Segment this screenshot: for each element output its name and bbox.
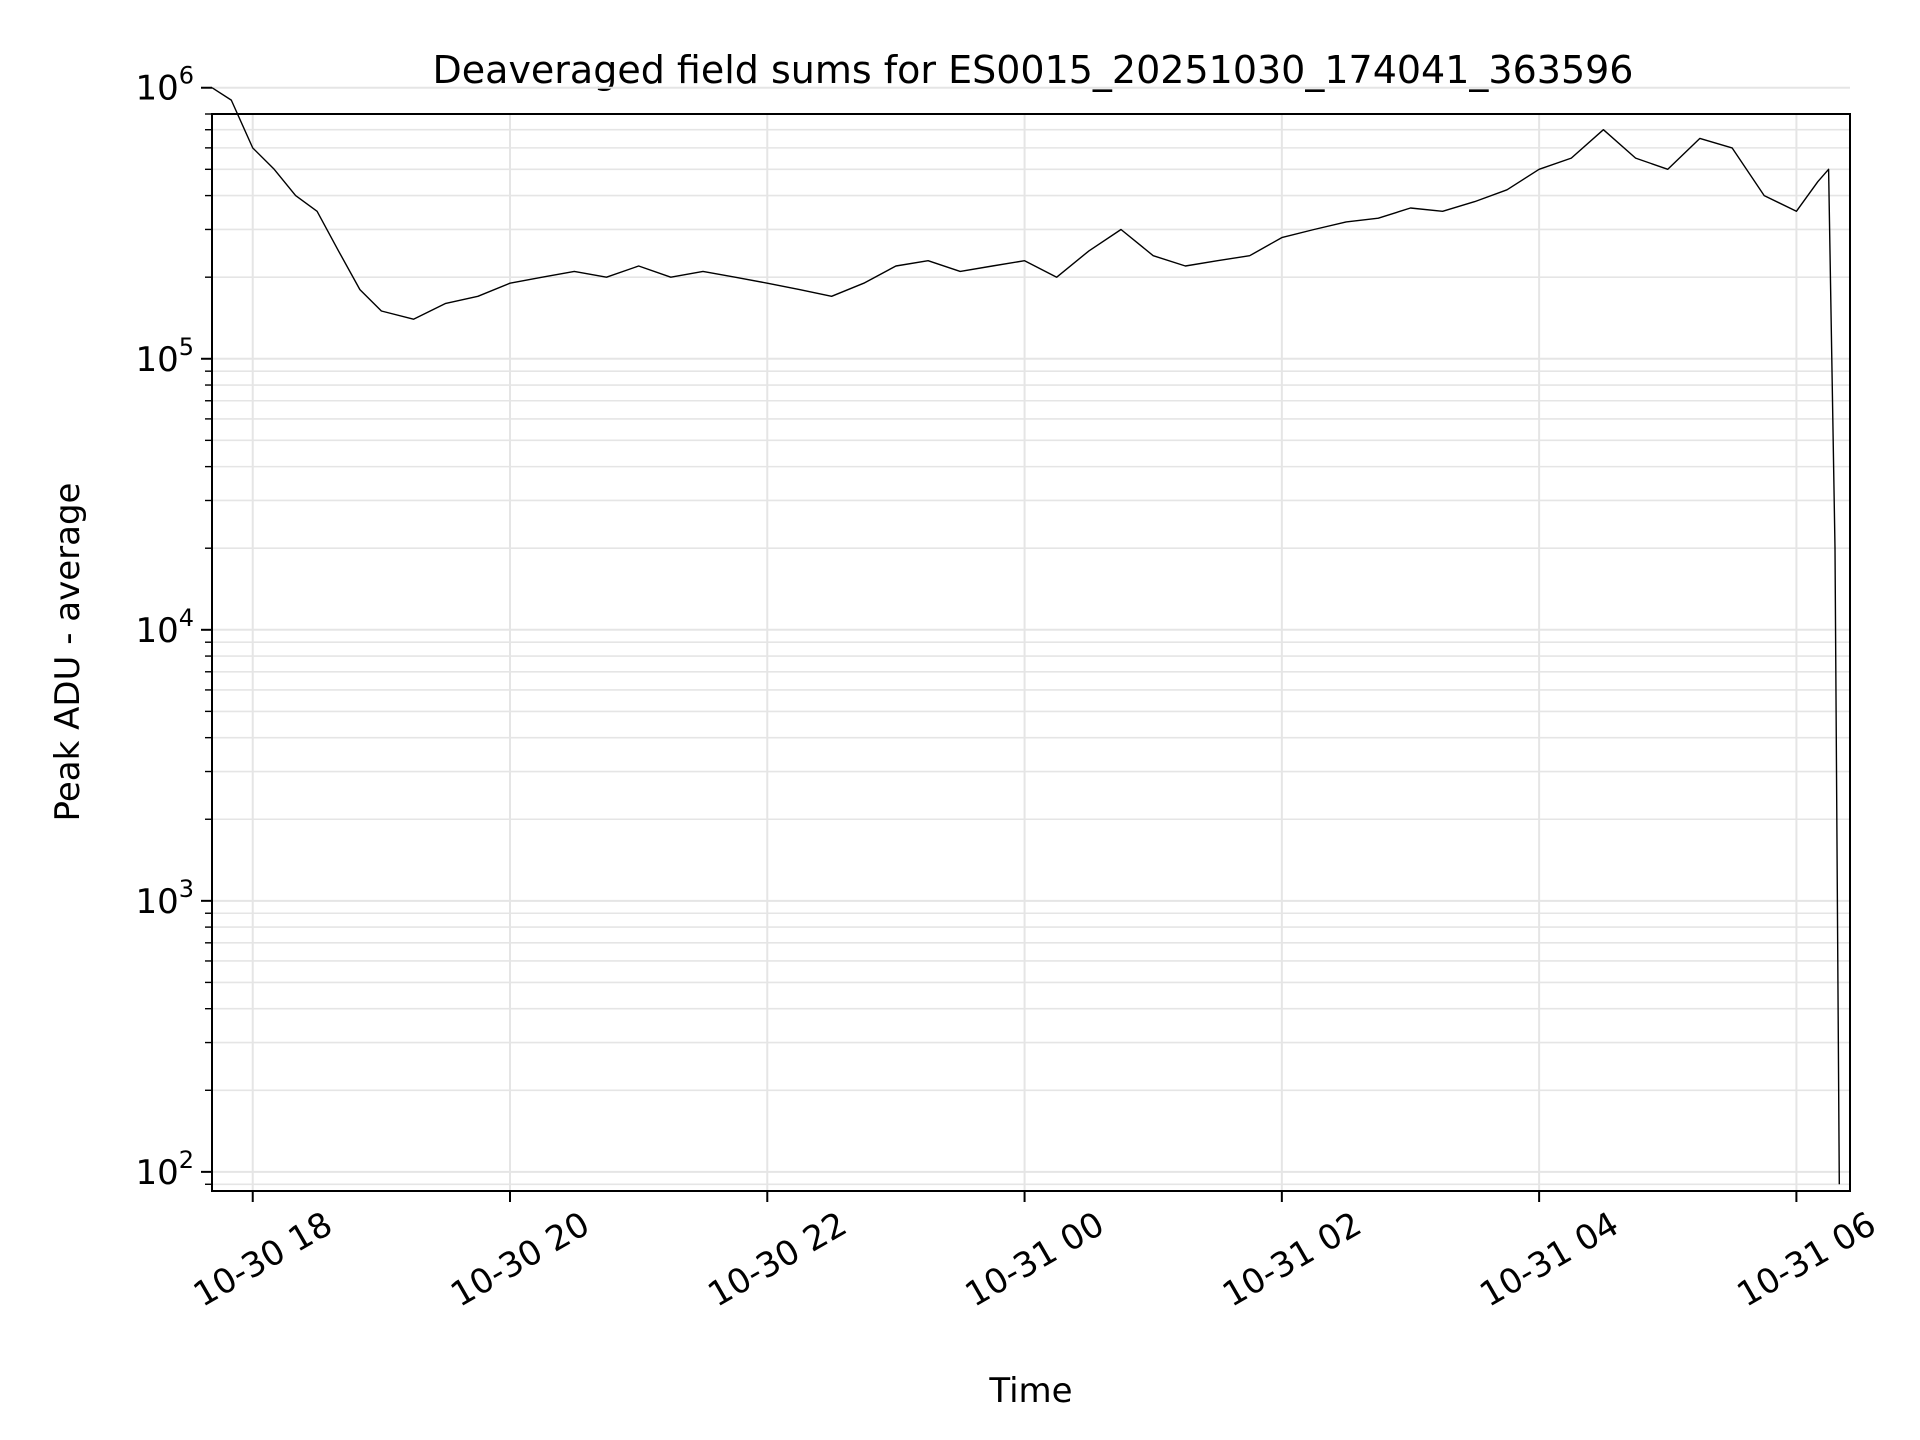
grid xyxy=(212,86,1850,1191)
axes-ticks: 102 103 104 105 106 10-30 18 10-30 20 10-30 22 1… xyxy=(135,62,1882,1315)
x-tick-label: 10-31 06 xyxy=(1731,1204,1883,1315)
y-tick-label: 104 xyxy=(135,604,194,651)
y-tick-label: 106 xyxy=(135,62,194,109)
chart-title: Deaveraged field sums for ES0015_2025103… xyxy=(433,48,1634,92)
data-series xyxy=(211,87,1841,1185)
x-tick-label: 10-30 20 xyxy=(444,1204,596,1315)
x-tick-label: 10-30 18 xyxy=(187,1204,339,1315)
y-tick-label: 105 xyxy=(135,333,194,380)
series-line xyxy=(211,87,1841,1185)
x-tick-label: 10-31 02 xyxy=(1216,1204,1368,1315)
y-tick-label: 102 xyxy=(135,1146,194,1193)
x-tick-label: 10-30 22 xyxy=(701,1204,853,1315)
x-axis-label: Time xyxy=(988,1371,1072,1411)
plot-frame xyxy=(211,113,1851,1192)
y-axis-label: Peak ADU - average xyxy=(48,483,88,822)
x-tick-label: 10-31 00 xyxy=(959,1204,1111,1315)
y-tick-label: 103 xyxy=(135,875,194,922)
x-tick-label: 10-31 04 xyxy=(1473,1204,1625,1315)
